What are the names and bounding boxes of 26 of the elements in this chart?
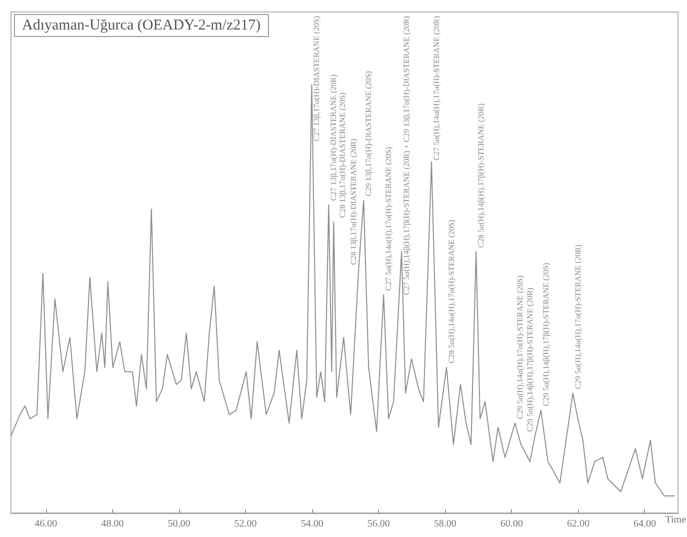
x-tick-label: 64.00 — [633, 518, 656, 530]
x-tick-label: 46.00 — [34, 518, 58, 530]
x-tick-label: 52.00 — [234, 518, 257, 530]
annotation: C29 5α(H),14α(H),17α(H)-STERANE (20R) — [573, 244, 582, 390]
x-tick-label: 62.00 — [566, 518, 590, 530]
x-tick-label: 54.00 — [300, 518, 324, 530]
annotation: C27 5α(H),14β(H),17β(H)-STERANE (20R) + C29 13β,17α(H)-DIASTERANE (20R) — [402, 16, 412, 296]
annotation: C29 5α(H),14α(H),17α(H)-STERANE (20S) — [515, 275, 524, 420]
x-tick-label: 58.00 — [434, 518, 456, 530]
annotation: C29 13β,17α(H)-DIASTERANE (20S) — [364, 70, 374, 196]
x-tick-label: 56.00 — [367, 518, 390, 530]
x-tick-label: 50.00 — [168, 518, 190, 530]
x-axis-title: Time — [665, 514, 687, 526]
x-tick-label: 60.00 — [500, 518, 523, 530]
annotation: C27 13β,17α(H)-DIASTERANE (20S) — [312, 16, 322, 142]
annotation: C29 5α(H),14β(H),17β(H)-STERANE (20S) — [541, 262, 550, 406]
annotation: C28 13β,17α(H)-DIASTERANE (20R) — [349, 138, 358, 265]
annotation: C27 5α(H),14α(H),17α(H)-STERANE (20R) — [432, 16, 441, 161]
annotation: C29 5α(H),14β(H),17β(H)-STERANE (20R) — [525, 287, 534, 432]
annotation: C27 5α(H),14α(H),17α(H)-STERANE (20S) — [384, 146, 394, 291]
annotation: C28 5α(H),14β(H),17β(H)-STERANE (20R) — [476, 103, 486, 248]
x-tick-label: 48.00 — [101, 518, 124, 530]
annotation: C28 13β,17α(H)-DIASTERANE (20S) — [338, 92, 348, 218]
annotation: C28 5α(H),14α(H),17α(H)-STERANE (20S) — [446, 219, 456, 364]
chart-title: Adıyaman-Uğurca (OEADY-2-m/z217) — [22, 18, 261, 34]
annotation: C27 13β,17α(H)-DIASTERANE (20R) — [329, 74, 338, 201]
